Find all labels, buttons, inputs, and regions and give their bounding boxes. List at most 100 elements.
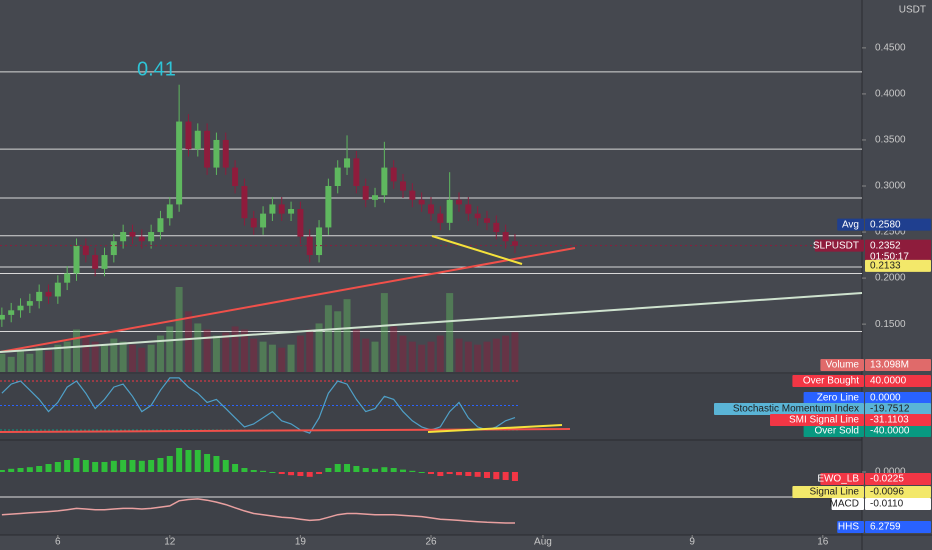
volume-bar [175,287,183,372]
volume-bar [17,350,25,372]
name-label-box [714,403,864,415]
volume-bar [203,329,211,372]
name-label: Avg [842,219,859,230]
name-label-box [837,521,864,533]
value-label-box [865,218,931,231]
name-label-box [792,375,864,387]
ewo-bar [316,472,323,474]
volume-bar [240,329,248,372]
value-label: 6.2759 [870,522,901,533]
ewo-bar [82,460,89,472]
x-tick-label: 19 [295,537,307,548]
value-label-box [865,425,931,437]
candle-body [400,181,407,191]
quote-currency: USDT [899,5,926,16]
ewo-bar [101,462,108,472]
candle-body [213,139,220,168]
ewo-bar [54,462,61,472]
ewo-bar [334,464,341,472]
value-label-box [865,239,931,264]
volume-bar [315,323,323,372]
candle-body [92,255,99,269]
indicator-background [0,374,862,535]
volume-bar [194,323,202,372]
y-tick-label: 0.3500 [875,135,906,146]
volume-bar [222,332,230,372]
y-tick-label: 0.2500 [875,227,906,238]
name-label-box [803,425,864,437]
ewo-bar [437,472,444,476]
ewo-bar [483,472,490,478]
name-label-box [770,414,864,426]
y-tick-label: 0.3000 [875,181,906,192]
value-label: 0.2352 [870,240,901,251]
candle-body [316,227,323,256]
name-label: Volume [826,360,860,371]
candle-body [26,301,33,306]
candle-body [493,222,500,233]
ewo-bar [446,472,453,474]
trend-line [0,247,576,353]
volume-bar [511,332,519,372]
ewo-bar [129,460,136,472]
x-tick-label: Aug [534,537,552,548]
volume-bar [324,305,332,372]
value-label: 0.2580 [870,219,901,230]
candle-body [101,255,108,269]
value-label: -0.0225 [870,474,904,485]
candle-body [269,204,276,214]
candle-body [437,213,444,223]
candle-body [166,204,173,219]
volume-bar [296,335,304,372]
candle-body [288,209,295,214]
volume-bar [0,353,6,372]
candle-body [502,232,509,242]
value-label-box [865,521,931,533]
volume-bar [63,341,71,372]
y-tick-label: 0.0000 [875,467,906,478]
volume-bar [156,335,164,372]
ewo-bar [157,458,164,472]
ewo-bar [194,450,201,472]
ewo-bar [455,472,462,476]
ewo-bar [185,450,192,472]
value-label-box [865,498,931,510]
ewo-bar [511,472,518,481]
candle-body [148,232,155,242]
volume-bar [54,344,62,372]
volume-bar [119,341,127,372]
ewo-bar [120,460,127,472]
volume-bar [138,347,146,372]
volume-bar [45,350,53,372]
ewo-bar [92,462,99,472]
value-label-box [865,375,931,387]
volume-bar [371,341,379,372]
name-label-box [831,498,864,510]
volume-bar [26,353,34,372]
ewo-bar [148,460,155,472]
ewo-bar [306,472,313,477]
candle-body [390,167,397,182]
ewo-bar [260,470,267,472]
name-label: MACD [830,499,859,510]
ewo-bar [390,468,397,472]
candle-body [381,167,388,196]
candle-body [36,291,43,302]
ewo-bar [110,460,117,472]
volume-bar [184,311,192,372]
ewo-bar [250,470,257,472]
ewo-bar [222,460,229,472]
candle-body [120,232,127,242]
volume-bar [287,344,295,372]
value-label: -0.0096 [870,487,904,498]
volume-bar [278,347,286,372]
name-label: Over Sold [815,426,859,437]
volume-bar [352,329,360,372]
volume-bar [455,338,463,372]
candle-body [8,310,15,315]
volume-bar [334,311,342,372]
volume-bar [268,344,276,372]
candle-body [344,158,351,168]
value-label: -31.1103 [870,415,909,426]
ewo-bar [8,468,15,472]
